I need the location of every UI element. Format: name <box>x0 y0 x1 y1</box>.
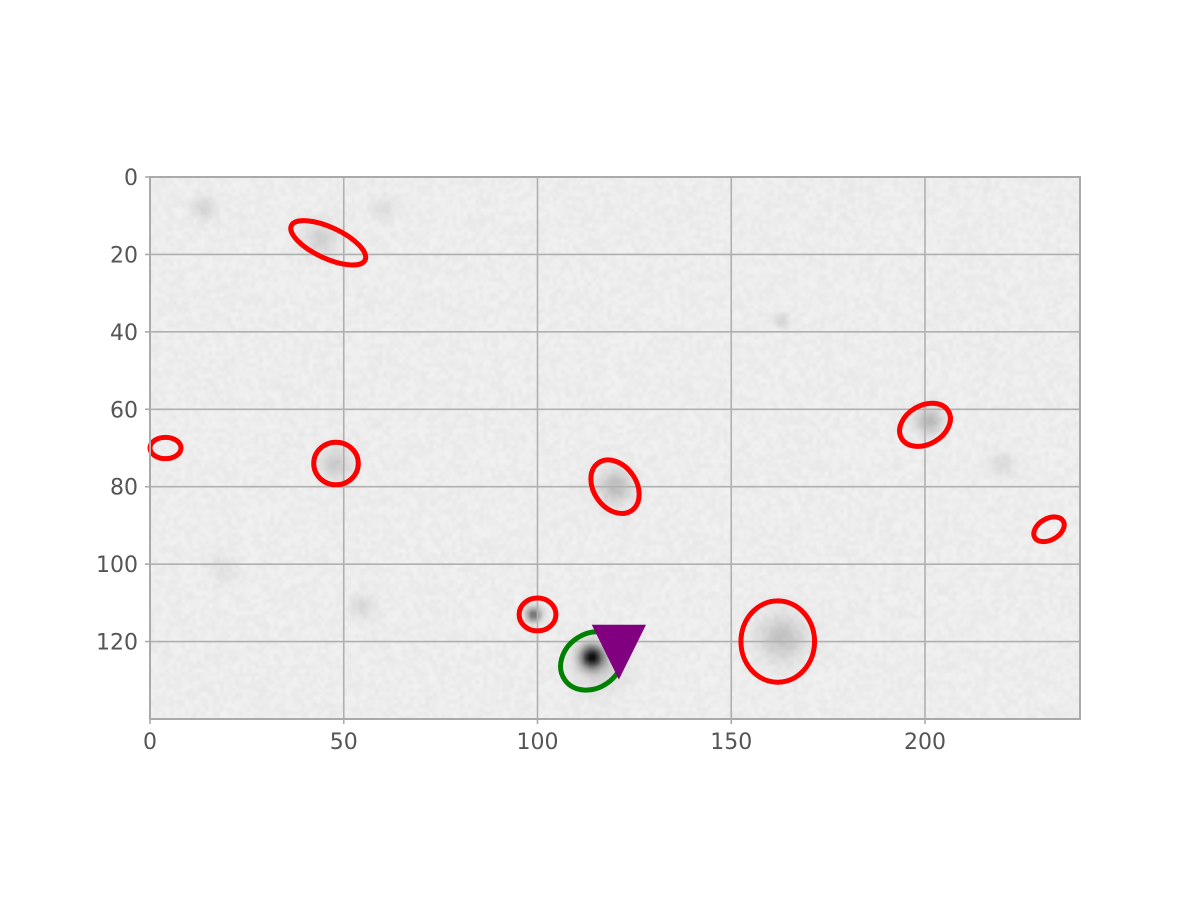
y-tick-label: 60 <box>110 398 138 423</box>
source-ellipse <box>897 400 953 449</box>
y-tick-label: 120 <box>96 631 138 656</box>
y-tick-label: 80 <box>110 476 138 501</box>
x-tick-label: 50 <box>330 730 358 755</box>
x-axis-ticks: 0 50 100 150 200 <box>143 719 946 755</box>
source-ellipse <box>738 598 818 685</box>
y-tick-label: 100 <box>96 553 138 578</box>
y-tick-label: 40 <box>110 321 138 346</box>
x-tick-label: 100 <box>517 730 559 755</box>
x-tick-label: 0 <box>143 730 157 755</box>
y-tick-label: 20 <box>110 243 138 268</box>
x-tick-label: 200 <box>904 730 946 755</box>
source-ellipse <box>288 218 369 268</box>
source-ellipse <box>588 457 642 516</box>
chart-axes: 0 50 100 150 200 0 20 40 60 80 100 120 <box>96 166 1081 755</box>
y-tick-label: 0 <box>124 166 138 191</box>
grid-lines <box>149 176 1080 719</box>
source-ellipse <box>1031 514 1067 545</box>
source-ellipse <box>516 595 559 634</box>
triangle-marker <box>591 624 646 680</box>
y-axis-ticks: 0 20 40 60 80 100 120 <box>96 166 150 656</box>
x-tick-label: 150 <box>710 730 752 755</box>
source-ellipse <box>311 439 361 488</box>
axes-frame <box>149 176 1081 720</box>
point-markers <box>591 624 646 680</box>
